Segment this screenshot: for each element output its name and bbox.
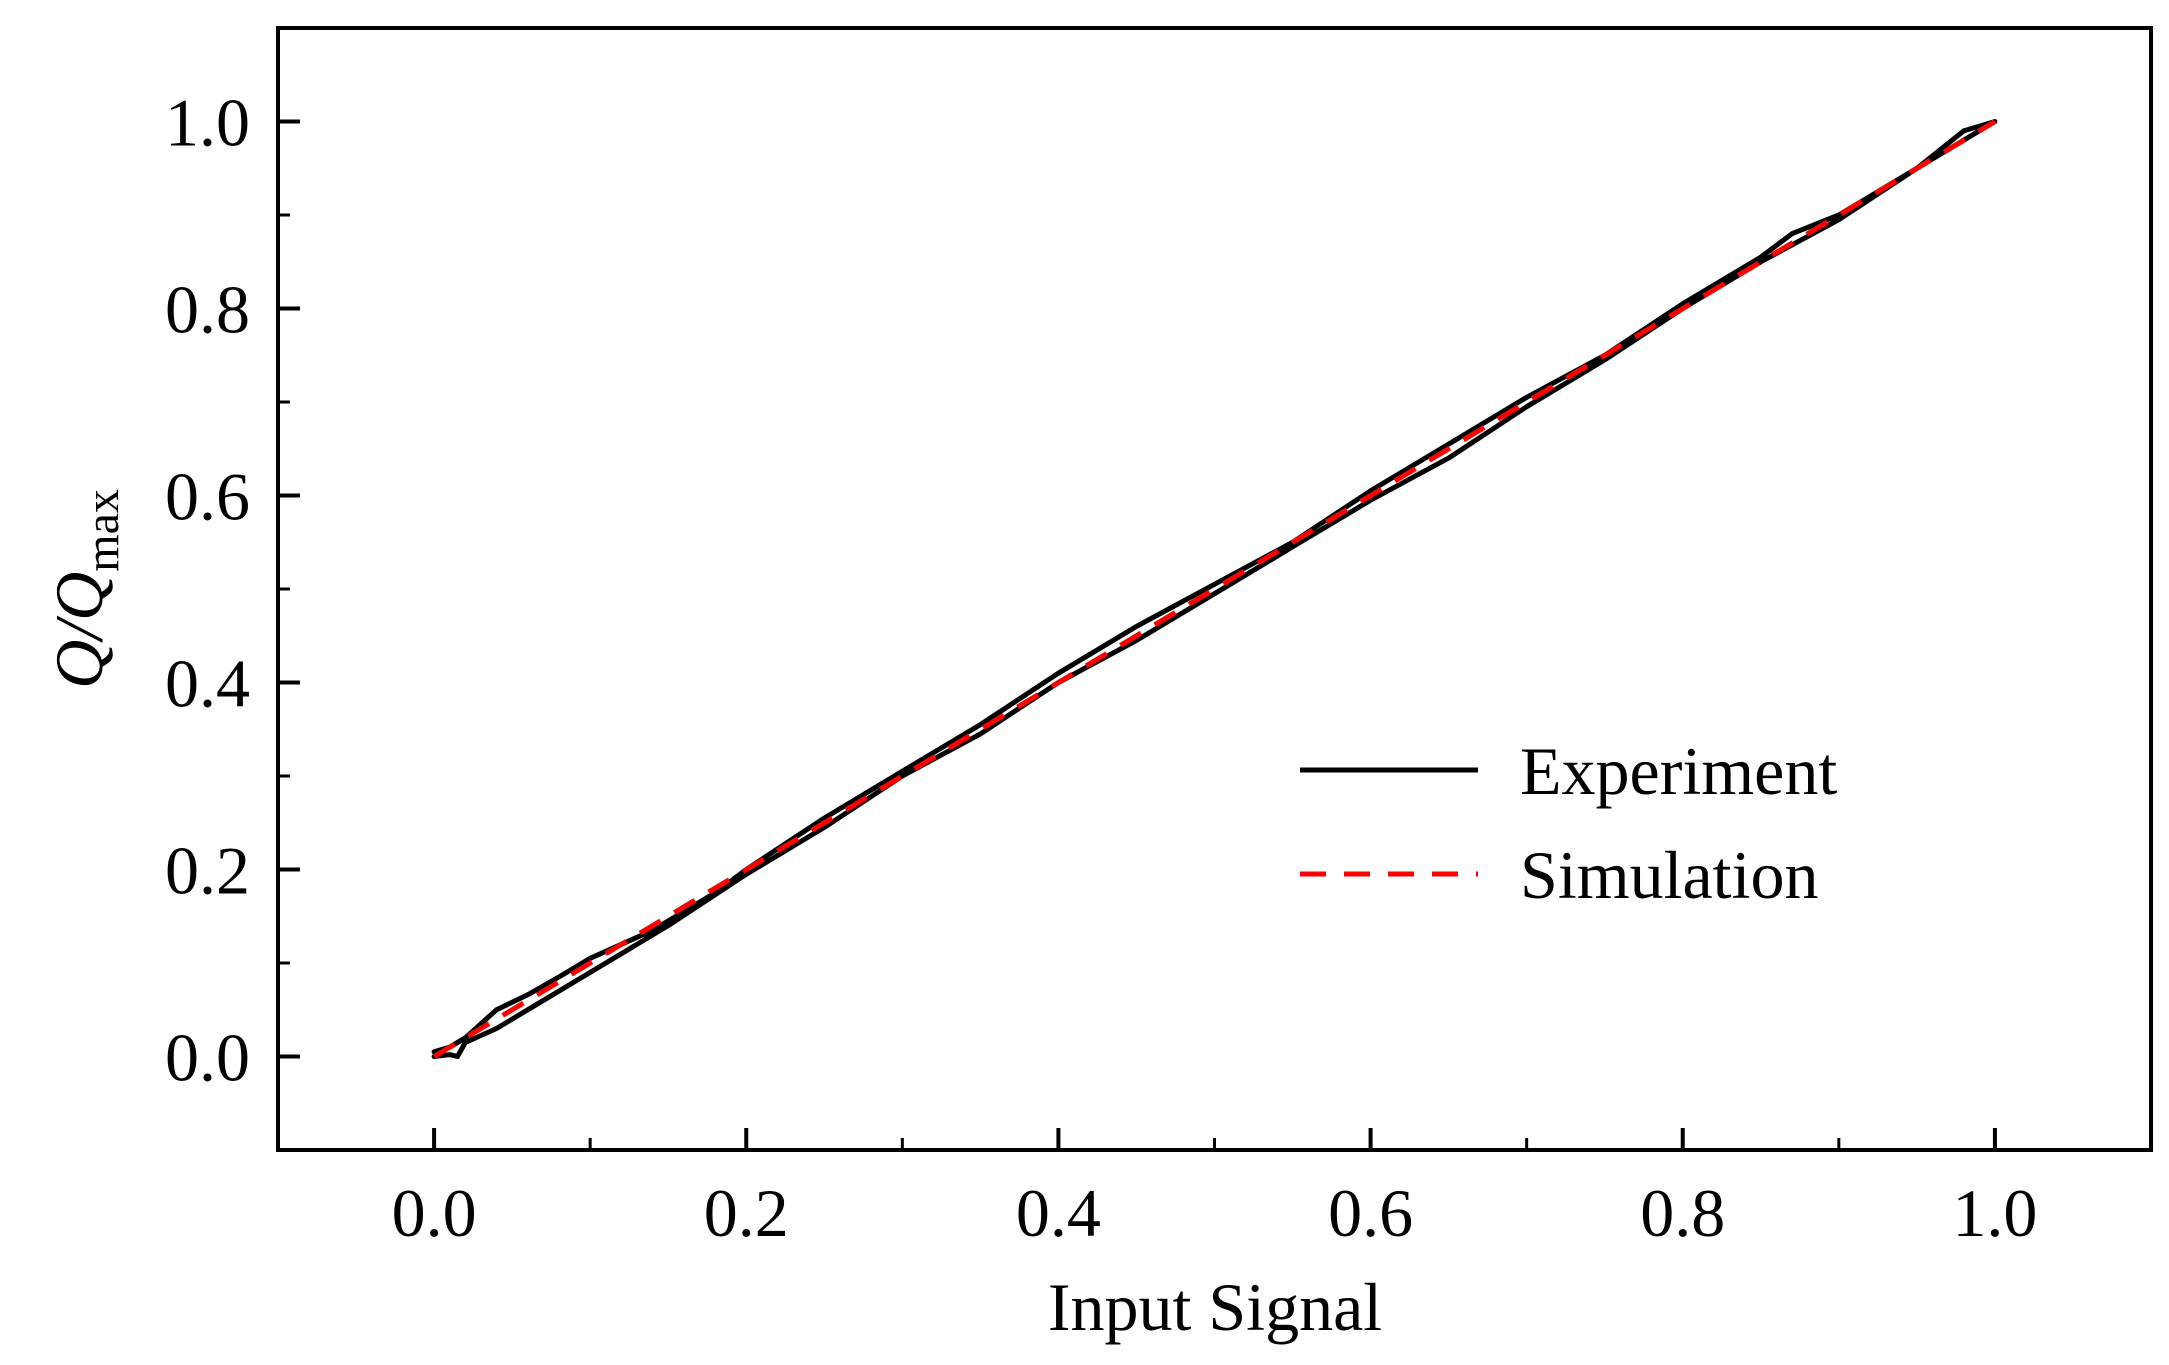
x-tick-label: 0.6 [1328,1175,1413,1251]
x-axis-ticks: 0.0 0.2 0.4 0.6 0.8 1.0 [392,1128,2037,1251]
y-tick-label: 0.8 [165,272,250,348]
y-tick-label: 0.2 [165,833,250,909]
x-tick-label: 0.0 [392,1175,477,1251]
x-tick-label: 0.4 [1016,1175,1101,1251]
series-line-simulation [432,119,1997,1059]
series-line-experiment [431,119,1998,1059]
y-tick-label: 0.0 [165,1020,250,1096]
y-axis-title: Q/Qmax [41,489,129,689]
y-tick-label: 0.4 [165,646,250,722]
y-axis-ticks: 0.0 0.2 0.4 0.6 0.8 1.0 [165,85,300,1096]
legend-label-experiment: Experiment [1520,733,1837,809]
legend-label-simulation: Simulation [1520,837,1818,913]
y-axis-title-main: Q/Q [41,572,117,689]
legend: Experiment Simulation [1300,733,1837,913]
y-tick-label: 0.6 [165,459,250,535]
series-layer [431,119,1998,1059]
x-tick-label: 1.0 [1952,1175,2037,1251]
svg-text:Q/Qmax: Q/Qmax [41,489,129,689]
x-tick-label: 0.8 [1640,1175,1725,1251]
x-tick-label: 0.2 [704,1175,789,1251]
y-axis-title-subscript: max [76,489,129,572]
y-tick-label: 1.0 [165,85,250,161]
x-axis-title: Input Signal [1048,1269,1382,1345]
